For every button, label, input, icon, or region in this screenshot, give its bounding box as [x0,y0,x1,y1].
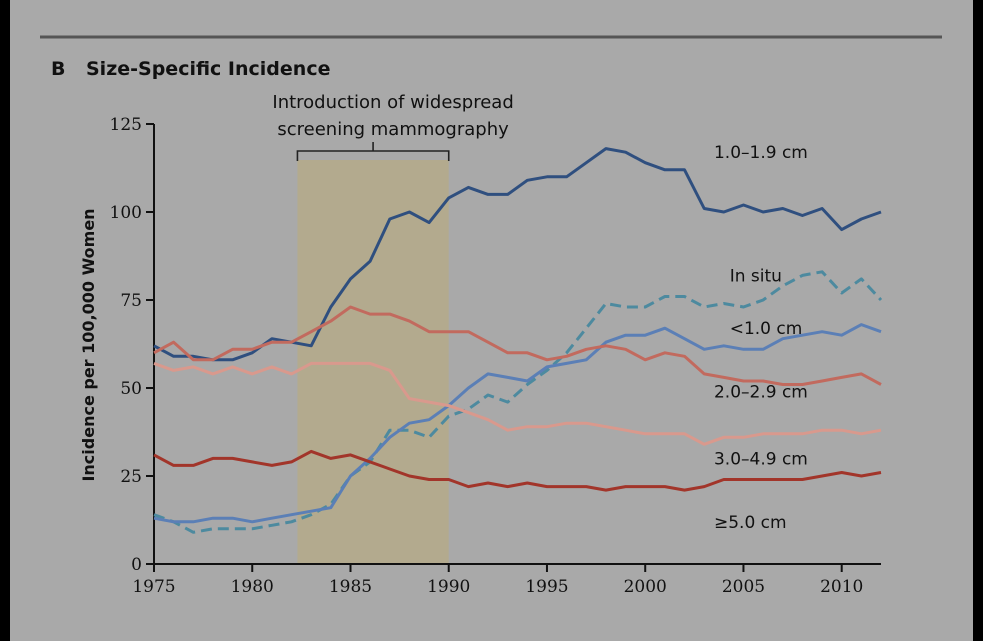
x-tick-label: 2000 [624,577,667,597]
x-tick-label: 2010 [820,577,863,597]
x-tick-label: 1985 [329,577,372,597]
y-tick-label: 25 [120,467,142,487]
series-label-2: <1.0 cm [730,319,803,339]
y-axis-label: Incidence per 100,000 Women [79,208,98,481]
series-lines [153,147,883,534]
figure-panel: B Size-Specific Incidence Incidence per … [10,0,973,641]
screening-annotation: Introduction of widespread screening mam… [272,92,514,564]
chart-title: Size-Specific Incidence [86,58,330,80]
series-labels: 1.0–1.9 cm In situ <1.0 cm 2.0–2.9 cm 3.0–4.… [714,143,808,533]
y-tick-label: 125 [110,115,142,135]
series-label-3: 2.0–2.9 cm [714,383,808,403]
y-tick-label: 100 [110,203,142,223]
series-label-5: ≥5.0 cm [714,513,787,533]
x-tick-label: 1995 [525,577,568,597]
series-line-5 [153,449,882,492]
series-label-1: In situ [730,266,782,286]
x-tick-label: 1990 [427,577,470,597]
series-line-0 [153,147,882,362]
series-label-0: 1.0–1.9 cm [714,143,808,163]
chart-canvas: B Size-Specific Incidence Incidence per … [40,35,942,597]
y-tick-label: 75 [120,291,142,311]
series-line-4 [153,361,882,446]
series-line-3 [153,305,882,386]
series-line-2 [153,323,882,524]
y-tick-label: 50 [120,379,142,399]
series-line-1 [153,270,883,534]
y-tick-label: 0 [131,555,142,575]
panel-letter: B [51,58,65,80]
x-tick-label: 1980 [231,577,274,597]
x-tick-label: 2005 [722,577,765,597]
series-label-4: 3.0–4.9 cm [714,449,808,469]
x-tick-label: 1975 [132,577,175,597]
annotation-line-1: Introduction of widespread [272,92,513,113]
screening-bracket [296,142,450,161]
axes: 0 25 50 75 100 125 1975 1980 1985 1990 1995 2000 200… [110,115,881,597]
annotation-line-2: screening mammography [277,119,509,140]
